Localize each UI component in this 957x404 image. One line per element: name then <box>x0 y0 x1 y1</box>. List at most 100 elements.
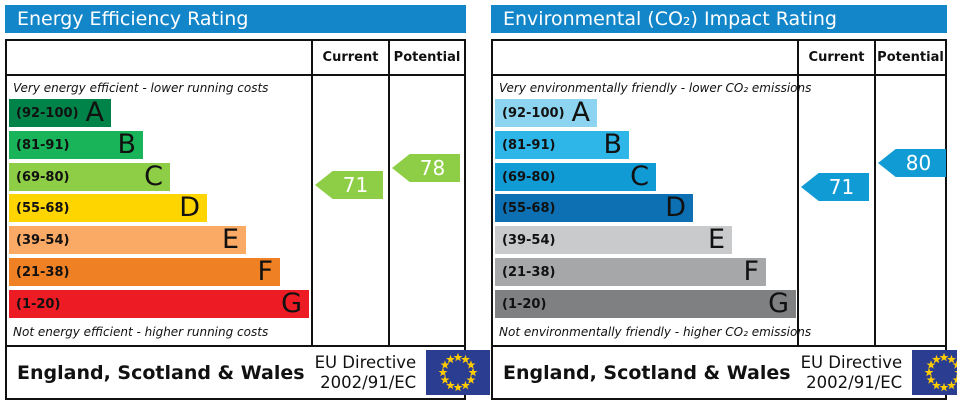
eu-flag-star <box>926 360 936 369</box>
band-range: (69-80) <box>502 169 556 185</box>
band-range: (1-20) <box>502 296 547 312</box>
band-b: (81-91) B <box>495 131 629 159</box>
column-divider <box>797 41 799 345</box>
top-caption: Very environmentally friendly - lower CO… <box>499 81 812 95</box>
potential-column-header: Potential <box>393 50 461 65</box>
eu-flag-star <box>947 380 957 390</box>
band-range: (21-38) <box>16 264 70 280</box>
bottom-caption: Not energy efficient - higher running co… <box>13 325 269 339</box>
rating-chart: Very environmentally friendly - lower CO… <box>493 76 946 347</box>
band-b: (81-91) B <box>9 131 143 159</box>
band-g: (1-20) G <box>495 290 796 318</box>
region-label: England, Scotland & Wales <box>503 361 791 384</box>
eu-flag-star <box>438 367 448 377</box>
rating-table: Current Potential Very energy efficient … <box>5 39 491 400</box>
band-e: (39-54) E <box>9 226 246 254</box>
eu-flag-star <box>932 380 942 390</box>
band-range: (55-68) <box>16 200 70 216</box>
column-divider <box>874 41 876 345</box>
eu-directive-label: EU Directive 2002/91/EC <box>315 353 417 393</box>
potential-rating-arrow: 78 <box>392 154 460 182</box>
band-f: (21-38) F <box>495 258 766 286</box>
eu-flag-star <box>939 382 949 392</box>
eu-flag-star <box>926 375 936 384</box>
rating-chart: Very energy efficient - lower running co… <box>7 76 464 347</box>
band-d: (55-68) D <box>9 194 207 222</box>
band-range: (81-91) <box>502 137 556 153</box>
eu-flag-star <box>468 367 478 377</box>
potential-rating-value: 78 <box>419 156 446 180</box>
band-letter: D <box>665 192 686 223</box>
band-d: (55-68) D <box>495 194 693 222</box>
column-divider <box>388 41 390 345</box>
panel-title: Energy Efficiency Rating <box>5 5 466 33</box>
band-g: (1-20) G <box>9 290 309 318</box>
environmental-impact-panel: Environmental (CO₂) Impact Rating Curren… <box>491 5 957 400</box>
potential-rating-value: 80 <box>905 151 932 175</box>
band-letter: A <box>85 97 104 128</box>
band-a: (92-100) A <box>9 99 111 127</box>
column-divider <box>311 41 313 345</box>
eu-directive-line1: EU Directive <box>800 352 903 372</box>
band-range: (92-100) <box>16 105 79 121</box>
band-range: (55-68) <box>502 200 556 216</box>
band-letter: D <box>179 192 200 223</box>
band-letter: E <box>707 224 725 255</box>
eu-flag-star <box>446 380 456 390</box>
current-rating-arrow: 71 <box>315 171 383 199</box>
eu-flag-icon <box>426 350 491 395</box>
eu-flag-star <box>924 367 934 377</box>
top-caption: Very energy efficient - lower running co… <box>13 81 269 95</box>
band-letter: F <box>257 256 273 287</box>
current-column-header: Current <box>808 50 865 65</box>
panel-title: Environmental (CO₂) Impact Rating <box>491 5 947 33</box>
bottom-caption: Not environmentally friendly - higher CO… <box>499 325 812 339</box>
band-range: (39-54) <box>16 232 70 248</box>
band-letter: C <box>144 161 163 192</box>
band-letter: E <box>221 224 239 255</box>
eu-directive-line2: 2002/91/EC <box>806 372 903 392</box>
eu-flag-star <box>466 360 476 369</box>
eu-directive-label: EU Directive 2002/91/EC <box>801 353 903 393</box>
band-range: (21-38) <box>502 264 556 280</box>
band-letter: A <box>571 97 590 128</box>
eu-flag-star <box>446 354 456 364</box>
band-letter: G <box>281 288 302 319</box>
eu-directive-line1: EU Directive <box>314 352 417 372</box>
band-letter: F <box>743 256 759 287</box>
current-rating-value: 71 <box>828 175 855 199</box>
band-f: (21-38) F <box>9 258 280 286</box>
eu-flag-star <box>932 354 942 364</box>
eu-flag-star <box>466 375 476 384</box>
band-range: (69-80) <box>16 169 70 185</box>
eu-flag-star <box>461 354 471 364</box>
band-range: (81-91) <box>16 137 70 153</box>
potential-column-header: Potential <box>877 50 944 65</box>
rating-table: Current Potential Very environmentally f… <box>491 39 957 400</box>
band-c: (69-80) C <box>9 163 170 191</box>
potential-rating-arrow: 80 <box>878 149 946 177</box>
band-letter: C <box>630 161 649 192</box>
eu-flag-star <box>947 354 957 364</box>
eu-flag-star <box>952 375 957 384</box>
band-letter: B <box>603 129 622 160</box>
table-footer: England, Scotland & Wales EU Directive 2… <box>7 347 491 398</box>
table-footer: England, Scotland & Wales EU Directive 2… <box>493 347 957 398</box>
table-header: Current Potential <box>7 41 464 76</box>
eu-flag-star <box>461 380 471 390</box>
eu-flag-star <box>440 360 450 369</box>
eu-flag-star <box>453 352 463 362</box>
band-letter: B <box>117 129 136 160</box>
band-letter: G <box>768 288 789 319</box>
eu-flag-icon <box>912 350 957 395</box>
eu-directive-line2: 2002/91/EC <box>320 372 417 392</box>
current-column-header: Current <box>322 50 379 65</box>
band-range: (92-100) <box>502 105 565 121</box>
band-e: (39-54) E <box>495 226 732 254</box>
energy-efficiency-panel: Energy Efficiency Rating Current Potenti… <box>5 5 491 400</box>
current-rating-value: 71 <box>342 173 369 197</box>
current-rating-arrow: 71 <box>801 173 869 201</box>
band-c: (69-80) C <box>495 163 656 191</box>
eu-flag-star <box>939 352 949 362</box>
eu-flag-star <box>440 375 450 384</box>
